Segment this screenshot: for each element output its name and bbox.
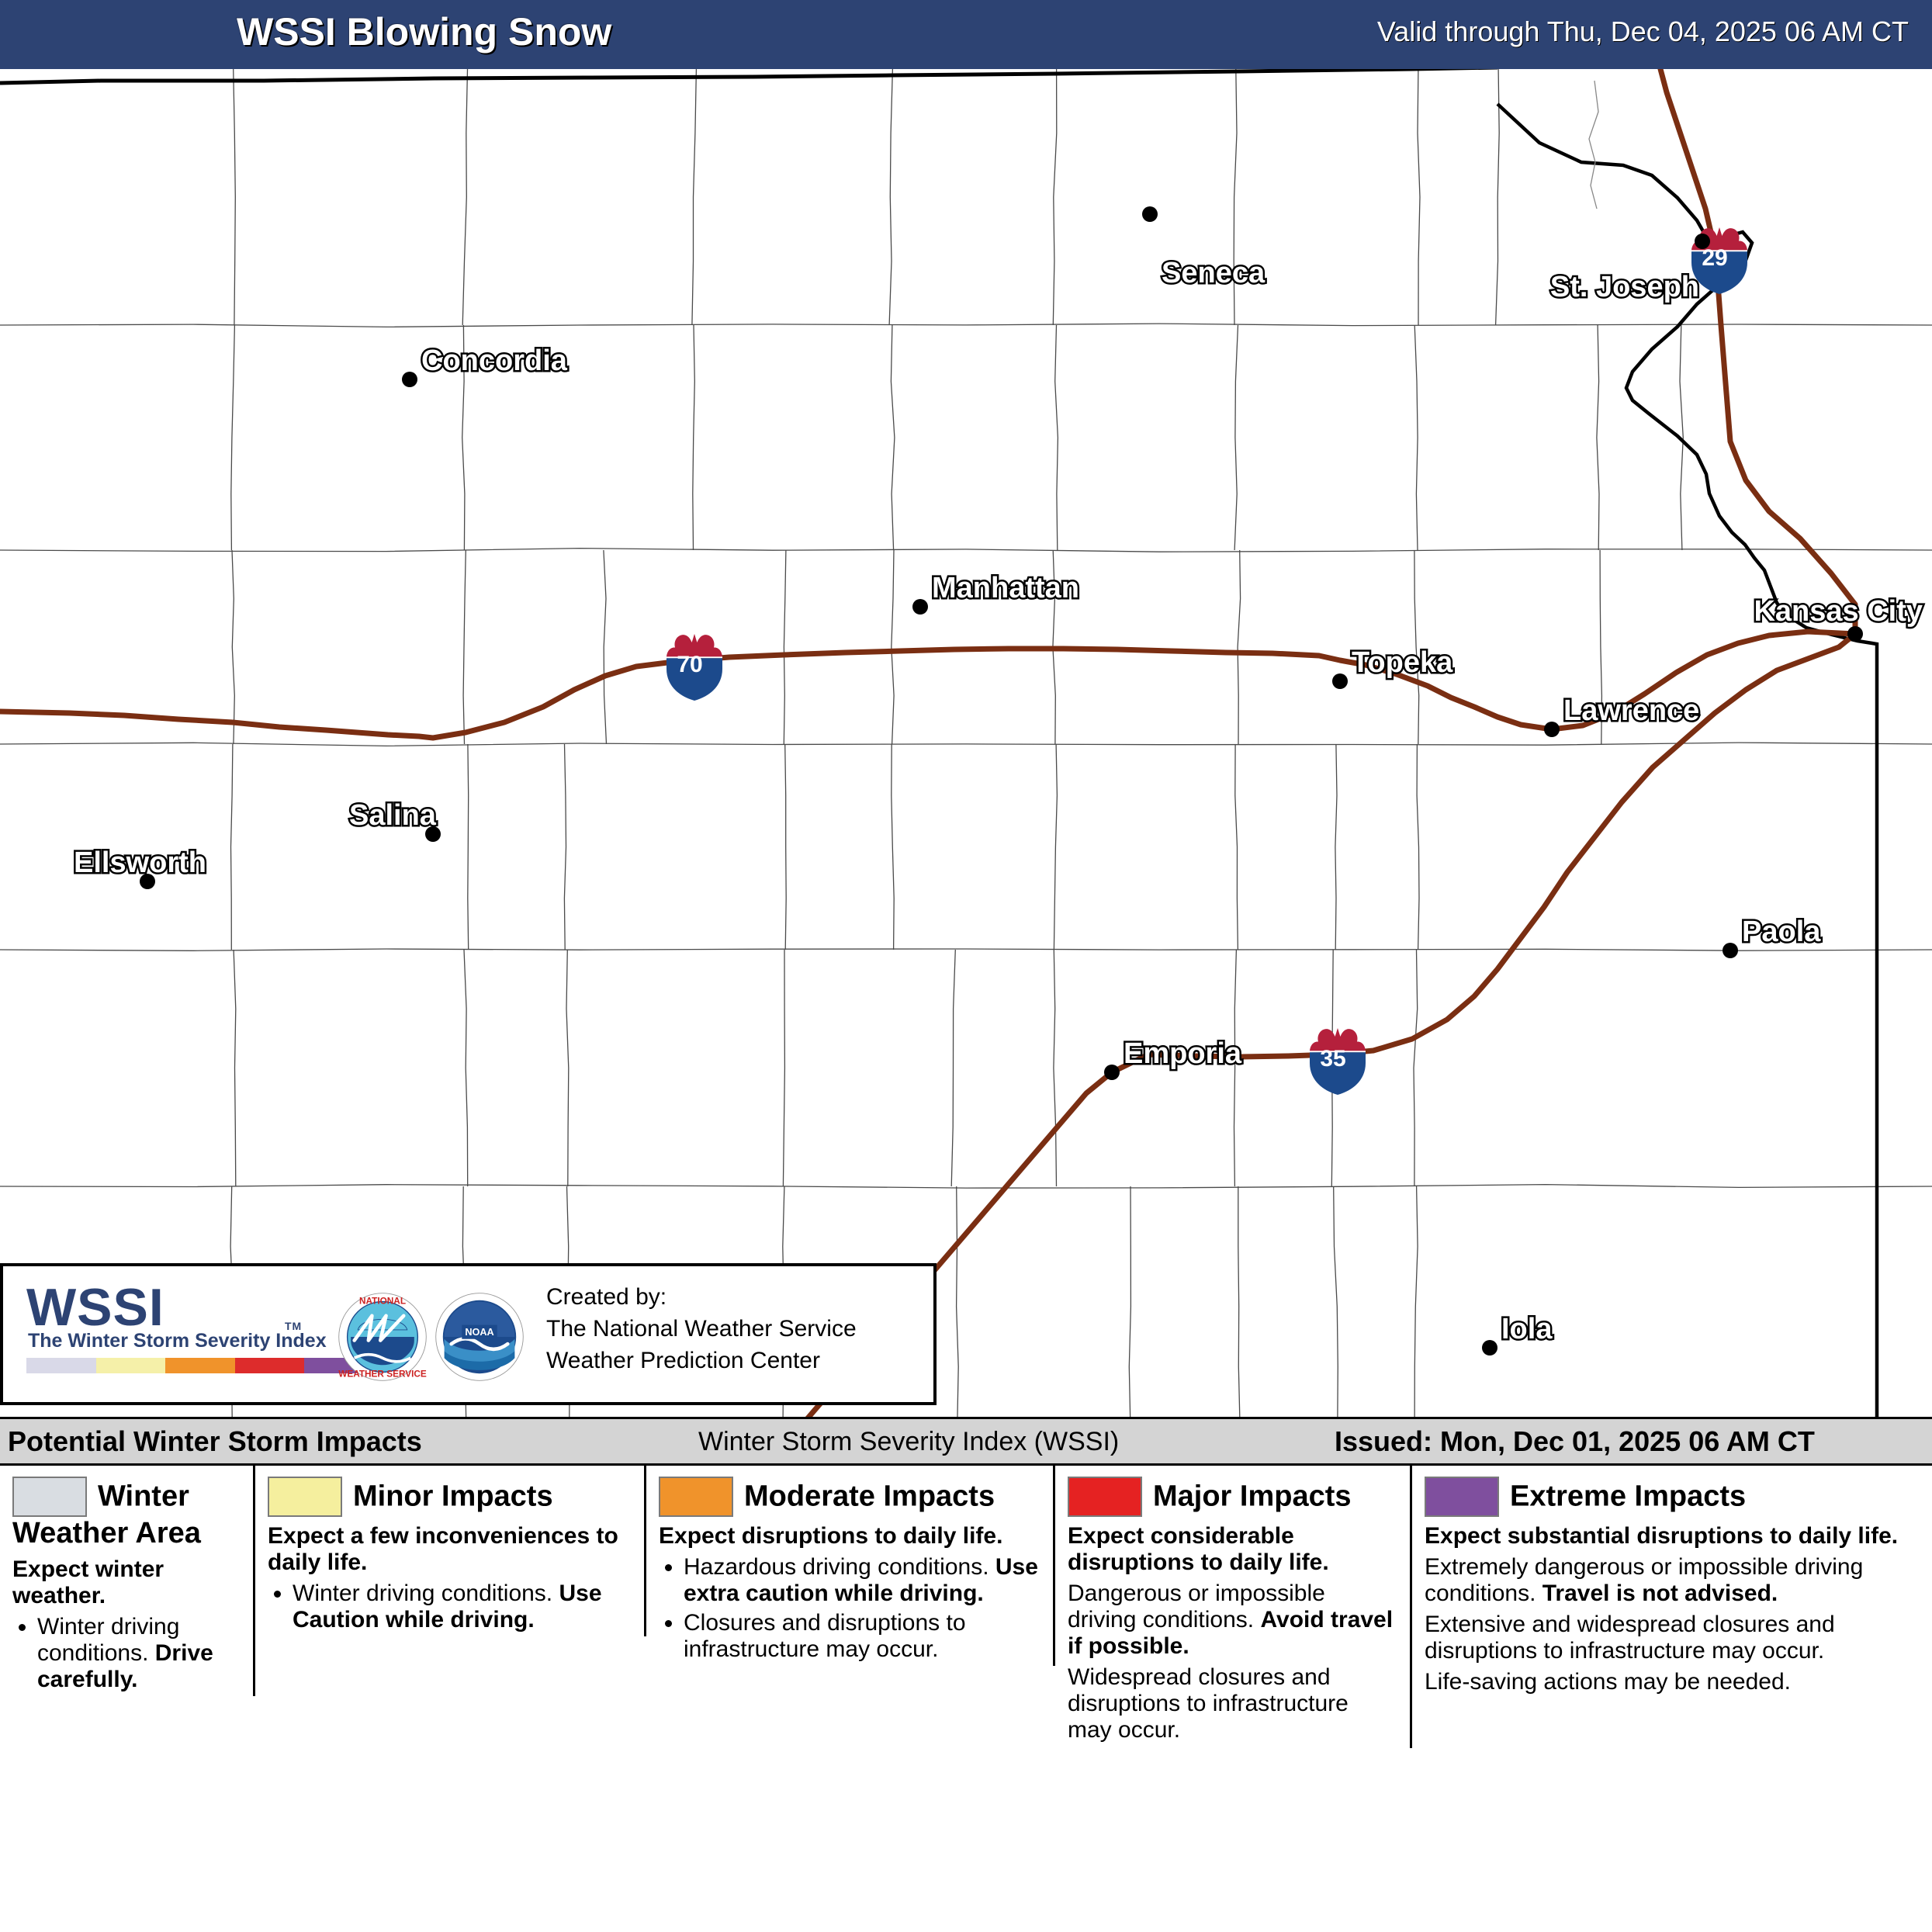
svg-text:NOAA: NOAA: [465, 1327, 493, 1338]
svg-text:29: 29: [1702, 245, 1727, 271]
svg-text:NATIONAL: NATIONAL: [359, 1295, 406, 1306]
svg-text:70: 70: [677, 652, 702, 677]
svg-text:35: 35: [1320, 1046, 1345, 1072]
svg-text:WEATHER SERVICE: WEATHER SERVICE: [338, 1369, 427, 1380]
